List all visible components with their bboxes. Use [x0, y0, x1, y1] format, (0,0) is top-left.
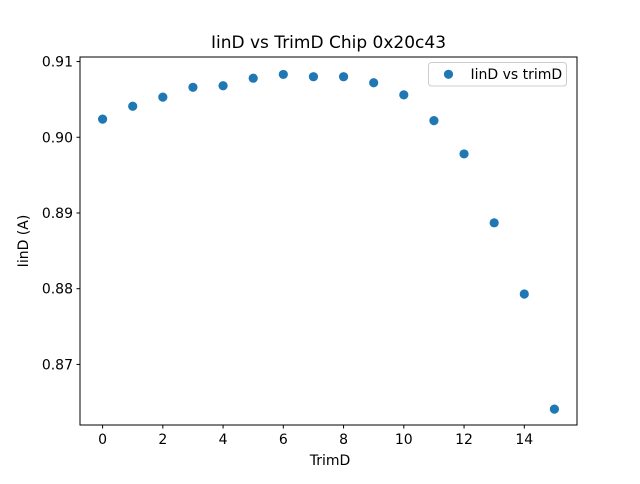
x-tick-label: 12	[455, 432, 473, 448]
x-tick-label: 6	[279, 432, 288, 448]
scatter-point	[128, 101, 138, 111]
scatter-point	[97, 114, 108, 124]
x-tick-label: 4	[219, 432, 228, 448]
scatter-point	[338, 72, 349, 82]
scatter-point	[369, 78, 379, 88]
x-tick-label: 8	[339, 432, 348, 448]
scatter-point	[188, 82, 198, 92]
scatter-point	[489, 218, 499, 228]
x-tick-label: 0	[98, 432, 107, 448]
y-tick-label: 0.91	[42, 55, 73, 71]
legend-label: IinD vs trimD	[471, 67, 563, 83]
y-axis-label: IinD (A)	[16, 215, 32, 268]
x-axis-ticks: 0 2 4 6 8 10 12 14	[98, 425, 533, 448]
scatter-point	[429, 116, 439, 126]
legend: IinD vs trimD	[428, 62, 567, 87]
scatter-point	[218, 81, 228, 91]
legend-marker-icon	[443, 69, 454, 79]
scatter-point	[399, 90, 409, 100]
data-points	[97, 69, 560, 414]
x-tick-label: 2	[158, 432, 167, 448]
scatter-point	[519, 289, 529, 299]
y-tick-label: 0.89	[42, 206, 73, 222]
y-axis-ticks: 0.87 0.88 0.89 0.90 0.91	[42, 55, 80, 373]
y-tick-label: 0.87	[42, 357, 73, 373]
x-tick-label: 14	[515, 432, 533, 448]
scatter-point	[278, 69, 288, 80]
scatter-point	[549, 404, 560, 414]
x-tick-label: 10	[395, 432, 413, 448]
scatter-point	[459, 149, 469, 159]
chart-title: IinD vs TrimD Chip 0x20c43	[211, 33, 446, 53]
scatter-point	[248, 73, 258, 83]
x-axis-label: TrimD	[309, 453, 351, 469]
plot-area-border	[79, 56, 578, 426]
y-tick-label: 0.88	[42, 282, 73, 298]
scatter-point	[308, 72, 319, 82]
y-tick-label: 0.90	[42, 130, 73, 146]
legend-box	[428, 62, 567, 87]
scatter-point	[158, 92, 168, 102]
